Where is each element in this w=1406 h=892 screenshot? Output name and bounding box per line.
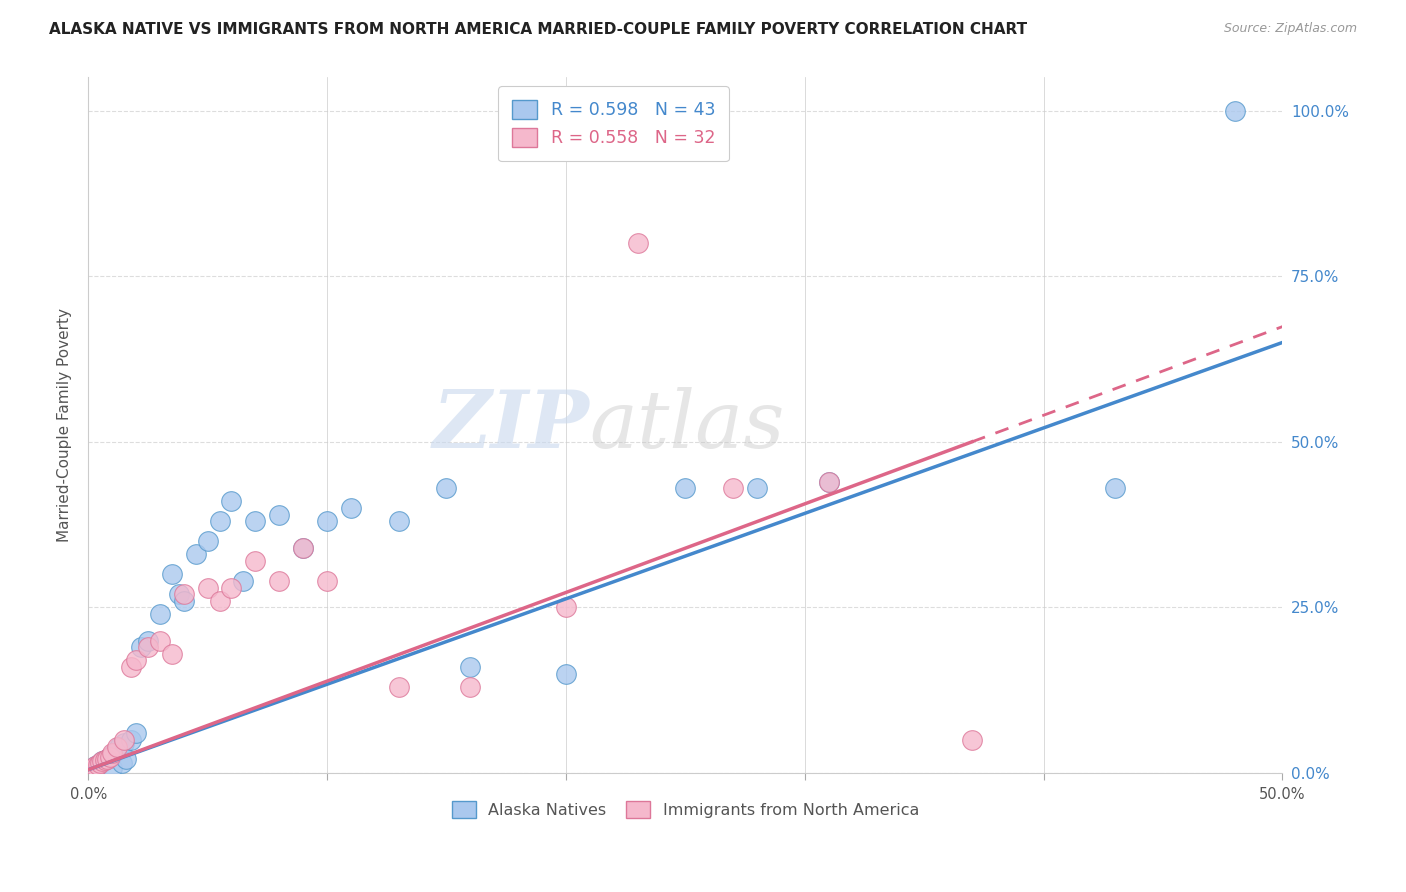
Point (91, 754, 114, 768)
Point (173, 594, 195, 608)
Point (460, 660, 482, 674)
Point (79, 763, 101, 777)
Point (197, 581, 219, 595)
Point (105, 739, 128, 754)
Point (1104, 481, 1126, 495)
Point (101, 746, 124, 760)
Point (208, 594, 231, 608)
Point (232, 574, 254, 588)
Point (745, 481, 768, 495)
Point (84, 759, 107, 773)
Point (960, 733, 983, 747)
Point (269, 508, 291, 522)
Point (1223, 103, 1246, 118)
Point (184, 548, 207, 562)
Point (817, 475, 839, 489)
Point (91, 754, 114, 768)
Point (94, 753, 117, 767)
Text: atlas: atlas (589, 386, 785, 464)
Point (112, 733, 135, 747)
Point (160, 567, 183, 582)
Point (208, 514, 231, 528)
Point (554, 666, 576, 681)
Point (436, 481, 458, 495)
Text: Source: ZipAtlas.com: Source: ZipAtlas.com (1223, 22, 1357, 36)
Point (98, 749, 121, 764)
Point (86, 758, 108, 772)
Point (120, 660, 142, 674)
Point (626, 235, 648, 250)
Text: ZIP: ZIP (433, 386, 589, 464)
Point (292, 541, 315, 555)
Point (673, 481, 696, 495)
Point (316, 574, 339, 588)
Point (460, 680, 482, 694)
Point (388, 514, 411, 528)
Point (110, 756, 132, 771)
Point (245, 514, 267, 528)
Point (82, 761, 104, 775)
Point (108, 739, 131, 754)
Point (292, 541, 315, 555)
Point (817, 475, 839, 489)
Point (245, 554, 267, 568)
Point (84, 759, 107, 773)
Point (136, 640, 159, 655)
Point (79, 763, 101, 777)
Legend: Alaska Natives, Immigrants from North America: Alaska Natives, Immigrants from North Am… (446, 795, 925, 824)
Point (94, 753, 117, 767)
Point (316, 514, 339, 528)
Point (105, 743, 128, 757)
Point (86, 758, 108, 772)
Point (115, 751, 138, 765)
Point (197, 534, 219, 549)
Point (103, 746, 125, 760)
Y-axis label: Married-Couple Family Poverty: Married-Couple Family Poverty (58, 309, 72, 542)
Text: ALASKA NATIVE VS IMMIGRANTS FROM NORTH AMERICA MARRIED-COUPLE FAMILY POVERTY COR: ALASKA NATIVE VS IMMIGRANTS FROM NORTH A… (49, 22, 1028, 37)
Point (125, 726, 148, 740)
Point (112, 736, 135, 750)
Point (554, 600, 576, 615)
Point (96, 751, 118, 765)
Point (82, 761, 104, 775)
Point (89, 756, 111, 771)
Point (160, 647, 183, 661)
Point (221, 581, 243, 595)
Point (221, 494, 243, 508)
Point (173, 587, 195, 601)
Point (167, 587, 190, 601)
Point (125, 653, 148, 667)
Point (101, 761, 124, 775)
Point (721, 481, 744, 495)
Point (149, 607, 172, 621)
Point (96, 751, 118, 765)
Point (269, 574, 291, 588)
Point (98, 749, 121, 764)
Point (149, 633, 172, 648)
Point (120, 733, 142, 747)
Point (136, 633, 159, 648)
Point (89, 756, 111, 771)
Point (129, 640, 152, 655)
Point (340, 501, 363, 516)
Point (388, 680, 411, 694)
